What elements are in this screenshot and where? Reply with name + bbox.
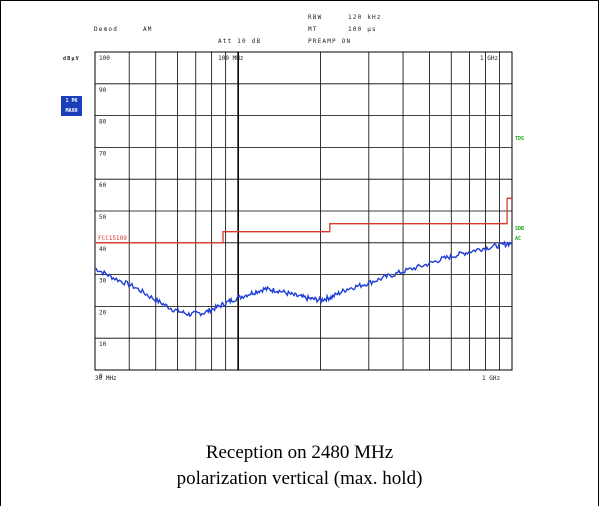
caption-line-1: Reception on 2480 MHz (205, 442, 394, 463)
y-tick-label: 90 (99, 87, 107, 94)
side-label-sdb: SDB (515, 226, 525, 232)
mt-value: 100 µs (348, 26, 377, 33)
attenuation-label: Att 10 dB (218, 38, 262, 45)
x-tick-label-end: 1 GHz (482, 375, 500, 382)
demod-label: Demod (94, 26, 119, 33)
demod-value: AM (143, 26, 153, 33)
measurement-trace (94, 240, 513, 318)
y-tick-label: 50 (99, 214, 107, 221)
trace-badge-pk: 1 PK (61, 96, 82, 106)
y-tick-label: 70 (99, 150, 107, 157)
marker-1ghz-label: 1 GHz (480, 55, 498, 62)
y-tick-label: 80 (99, 119, 107, 126)
y-tick-label: 20 (99, 309, 107, 316)
trace-badge-maxh: MAXH (61, 106, 82, 116)
rbw-value: 120 kHz (348, 14, 382, 21)
y-tick-label: 60 (99, 182, 107, 189)
y-tick-label: 10 (99, 341, 107, 348)
y-tick-label: 100 (99, 55, 110, 62)
rbw-label: RBW (308, 14, 323, 21)
side-label-ac: AC (515, 236, 522, 242)
limit-line-label: FCC15109 (98, 235, 127, 242)
preamp-label: PREAMP ON (308, 38, 352, 45)
side-label-tds: TDS (515, 136, 525, 142)
y-tick-label: 0 (99, 373, 103, 380)
limit-line (95, 197, 512, 244)
caption-line-2: polarization vertical (max. hold) (176, 468, 423, 489)
y-tick-label: 40 (99, 246, 107, 253)
marker-100mhz-label: 100 MHz (218, 55, 244, 62)
unit-label: dBµV (63, 56, 80, 62)
x-tick-label-start: 30 MHz (95, 375, 117, 382)
y-tick-label: 30 (99, 278, 107, 285)
mt-label: MT (308, 26, 318, 33)
